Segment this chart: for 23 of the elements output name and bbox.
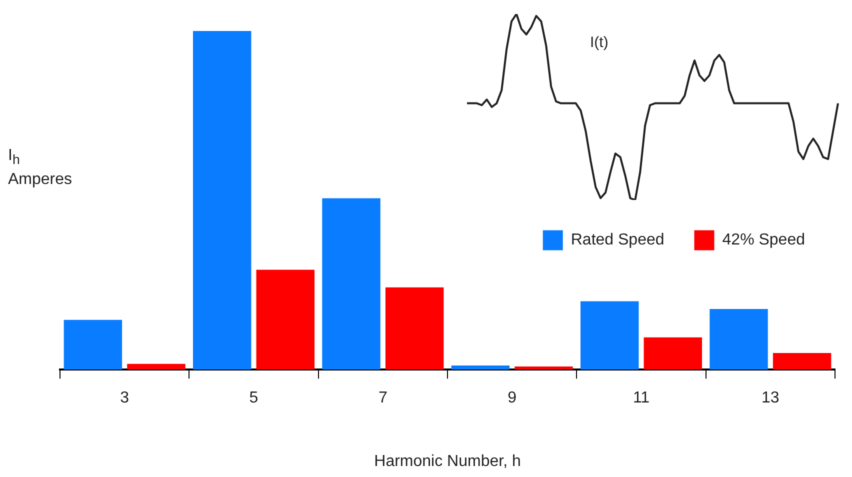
bar	[514, 366, 573, 370]
x-tick-label: 13	[762, 390, 780, 407]
x-axis-title: Harmonic Number, h	[374, 452, 521, 470]
bar	[127, 364, 186, 370]
bar	[64, 320, 122, 370]
bar	[644, 337, 702, 370]
x-tick-label: 11	[632, 390, 650, 407]
bar	[385, 287, 444, 370]
x-tick-label: 7	[378, 390, 388, 407]
bar	[256, 270, 315, 370]
bar	[322, 198, 380, 370]
legend-label: Rated Speed	[570, 232, 664, 249]
y-axis-title: I$_{h}$ Amperes	[8, 146, 72, 190]
annotation: I(t)	[590, 34, 608, 51]
x-tick-label: 9	[508, 390, 517, 407]
bar	[710, 308, 768, 370]
bar	[451, 366, 510, 370]
legend-label: 42% Speed	[722, 232, 805, 249]
bar	[192, 31, 252, 370]
bar	[772, 353, 832, 370]
bar	[580, 301, 639, 370]
x-tick-label: 5	[249, 390, 258, 407]
x-tick-label: 3	[120, 390, 130, 407]
